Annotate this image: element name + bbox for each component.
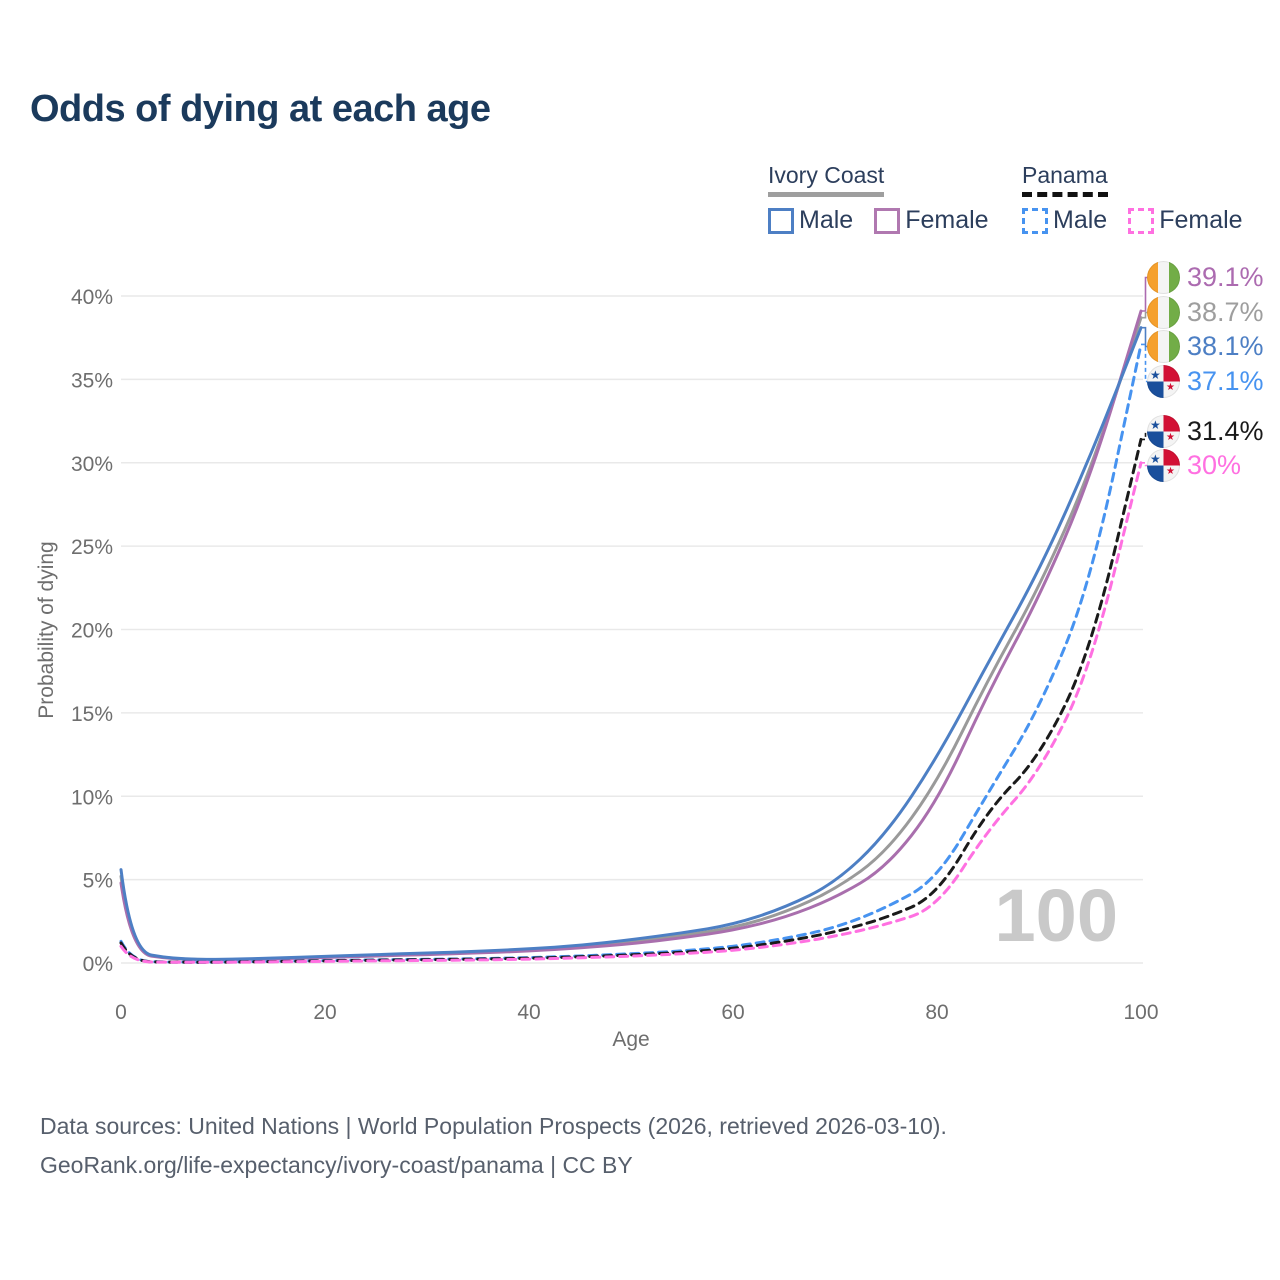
end-label-panama-female: ★ ★ 30% bbox=[1147, 449, 1241, 482]
end-label-panama-male: ★ ★ 37.1% bbox=[1147, 365, 1264, 398]
solid-line-swatch-icon[interactable] bbox=[874, 207, 901, 234]
x-tick-label: 20 bbox=[313, 1001, 336, 1024]
y-axis-title: Probability of dying bbox=[35, 541, 58, 718]
end-label-panama-both: ★ ★ 31.4% bbox=[1147, 415, 1264, 448]
x-tick-label: 60 bbox=[721, 1001, 744, 1024]
legend-item-panama-female[interactable]: Female bbox=[1128, 206, 1243, 235]
end-label-value: 31.4% bbox=[1187, 416, 1264, 446]
legend-header-panama: Panama bbox=[1022, 162, 1108, 197]
legend-item-label: Female bbox=[905, 206, 989, 234]
y-tick-label: 15% bbox=[71, 703, 113, 726]
y-tick-label: 30% bbox=[71, 453, 113, 476]
line-chart: 100 0% 5% 10% 15% 20% 25% 30% 35% 40% 0 20 40 60 80 10… bbox=[35, 276, 1159, 1051]
solid-line-swatch-icon[interactable] bbox=[768, 207, 794, 234]
y-tick-label: 35% bbox=[71, 369, 113, 392]
legend-group-ivory-coast: Ivory Coast Male Female bbox=[768, 162, 989, 235]
legend-item-label: Male bbox=[1053, 206, 1108, 234]
x-tick-label: 80 bbox=[925, 1001, 948, 1024]
ivory-coast-flag-icon bbox=[1147, 296, 1180, 329]
end-label-value: 30% bbox=[1187, 450, 1242, 480]
y-tick-label: 5% bbox=[83, 870, 113, 893]
series-line-panama-male[interactable] bbox=[119, 342, 1143, 964]
end-label-value: 38.1% bbox=[1187, 331, 1264, 361]
panama-flag-icon: ★ ★ bbox=[1147, 415, 1180, 448]
dashed-line-swatch-icon[interactable] bbox=[1128, 207, 1155, 234]
series-line-ivory-coast-female[interactable] bbox=[119, 309, 1143, 962]
y-tick-label: 10% bbox=[71, 786, 113, 809]
page-title: Odds of dying at each age bbox=[30, 88, 491, 130]
ivory-coast-flag-icon bbox=[1147, 261, 1180, 294]
end-label-ivory-coast-male: 38.1% bbox=[1147, 330, 1264, 363]
attribution-line: GeoRank.org/life-expectancy/ivory-coast/… bbox=[40, 1152, 633, 1178]
end-label-ivory-coast-both: 38.7% bbox=[1147, 296, 1264, 329]
series-line-ivory-coast-male[interactable] bbox=[119, 326, 1143, 961]
legend-item-ivory-coast-female[interactable]: Female bbox=[874, 206, 989, 235]
y-tick-label: 40% bbox=[71, 286, 113, 309]
age-watermark: 100 bbox=[995, 874, 1118, 957]
end-label-value: 39.1% bbox=[1187, 262, 1264, 292]
x-tick-label: 40 bbox=[517, 1001, 540, 1024]
legend-header-ivory-coast: Ivory Coast bbox=[768, 162, 885, 197]
end-label-value: 38.7% bbox=[1187, 297, 1264, 327]
series-line-ivory-coast-both-sexes[interactable] bbox=[119, 316, 1143, 962]
x-axis-title: Age bbox=[612, 1028, 649, 1051]
panama-flag-icon: ★ ★ bbox=[1147, 365, 1180, 398]
legend-item-label: Male bbox=[799, 206, 854, 234]
series-line-panama-both-sexes[interactable] bbox=[119, 437, 1143, 964]
data-source-line: Data sources: United Nations | World Pop… bbox=[40, 1113, 947, 1139]
legend-item-label: Female bbox=[1159, 206, 1243, 234]
footer: Data sources: United Nations | World Pop… bbox=[40, 1107, 947, 1185]
end-label-value: 37.1% bbox=[1187, 366, 1264, 396]
y-tick-label: 25% bbox=[71, 536, 113, 559]
legend-group-panama: Panama Male Female bbox=[1022, 162, 1243, 235]
x-tick-label: 100 bbox=[1123, 1001, 1158, 1024]
dashed-line-swatch-icon[interactable] bbox=[1022, 207, 1048, 234]
panama-flag-icon: ★ ★ bbox=[1147, 449, 1180, 482]
x-tick-label: 0 bbox=[115, 1001, 127, 1024]
y-tick-label: 20% bbox=[71, 620, 113, 643]
ivory-coast-flag-icon bbox=[1147, 330, 1180, 363]
legend-item-panama-male[interactable]: Male bbox=[1022, 206, 1107, 235]
series-line-panama-female[interactable] bbox=[119, 461, 1143, 964]
end-label-ivory-coast-female: 39.1% bbox=[1147, 261, 1264, 294]
legend-item-ivory-coast-male[interactable]: Male bbox=[768, 206, 853, 235]
y-tick-label: 0% bbox=[83, 953, 113, 976]
